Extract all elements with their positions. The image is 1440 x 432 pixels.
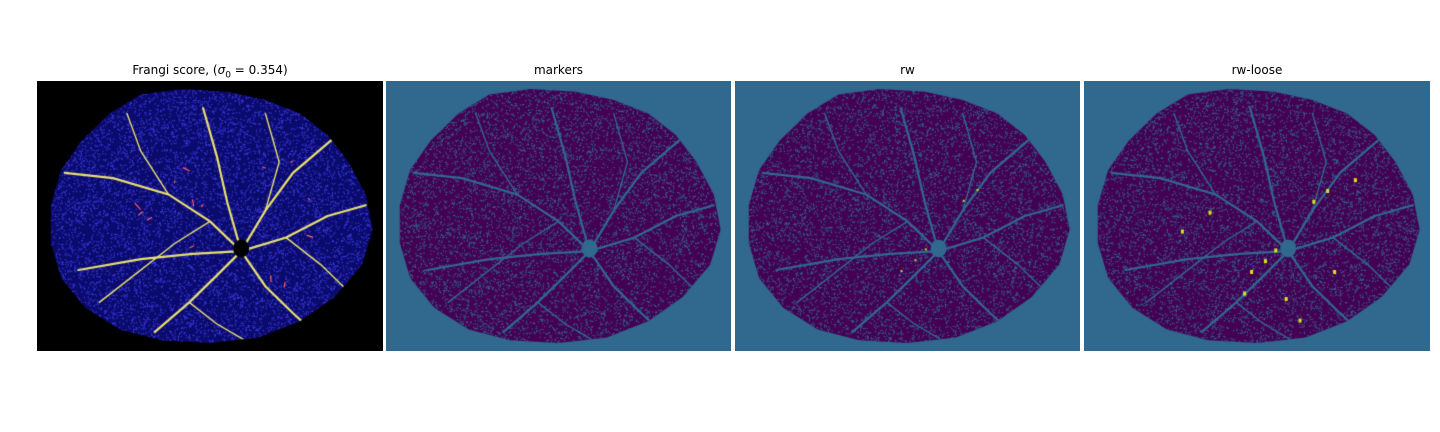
- rw-loose-panel-title: rw-loose: [1231, 63, 1283, 77]
- rw-loose-image: [1084, 81, 1430, 351]
- markers-panel-title: markers: [533, 63, 584, 77]
- rw-image: [735, 81, 1080, 351]
- frangi-panel-title: Frangi score, (σ0 = 0.354): [132, 63, 288, 81]
- frangi-image: [37, 81, 383, 351]
- rw-panel-title: rw: [900, 63, 915, 77]
- markers-image: [386, 81, 731, 351]
